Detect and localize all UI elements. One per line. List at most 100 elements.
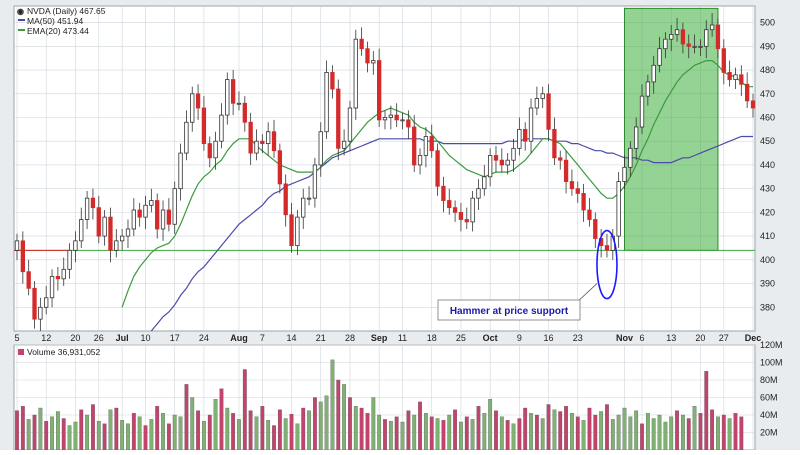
candle-body: [225, 79, 230, 116]
candle-body: [90, 197, 96, 209]
volume-bar: [266, 420, 271, 451]
volume-bar: [318, 401, 323, 451]
candle-body: [487, 155, 493, 178]
candle-body: [79, 219, 84, 242]
price-y-axis: 380 390 400 410 420 430 440 450 460 470 480 490 500: [760, 18, 775, 313]
x-tick-label: Aug: [230, 333, 248, 343]
volume-bar: [137, 416, 142, 451]
volume-bar: [85, 414, 89, 451]
candle-body: [593, 219, 598, 239]
candle-body: [464, 219, 469, 223]
volume-bar: [131, 413, 136, 451]
volume-bar: [698, 413, 703, 451]
candle-body: [137, 209, 142, 218]
candle-body: [277, 150, 283, 185]
ma50-line: [150, 135, 753, 332]
candle-body: [160, 209, 166, 230]
volume-bar: [499, 416, 504, 451]
volume-bar: [599, 411, 604, 451]
candle-body: [353, 38, 358, 109]
ema20-line: [121, 60, 753, 308]
volume-bar: [418, 401, 422, 451]
volume-tick-label: 100M: [760, 358, 783, 368]
volume-bar: [570, 413, 574, 451]
volume-bar: [178, 416, 183, 451]
volume-swatch: [18, 349, 24, 355]
candle-body: [108, 216, 113, 251]
volume-bar: [383, 419, 387, 451]
volume-bar: [161, 413, 165, 451]
candle-body: [680, 29, 686, 45]
candle-body: [230, 79, 236, 104]
ma50-swatch: [18, 19, 25, 21]
candle-body: [692, 45, 697, 48]
candle-body: [674, 29, 680, 35]
volume-bar: [704, 371, 709, 451]
x-tick-label: 23: [573, 333, 583, 343]
x-tick-label: 26: [94, 333, 104, 343]
x-tick-label: 24: [199, 333, 209, 343]
y-tick-label: 470: [760, 89, 775, 99]
candle-body: [622, 166, 627, 182]
volume-bar: [575, 416, 580, 451]
candle-body: [511, 147, 516, 161]
candle-body: [452, 207, 458, 213]
y-tick-label: 380: [760, 302, 775, 312]
volume-bar: [663, 421, 668, 451]
volume-bar: [242, 369, 247, 451]
candle-body: [704, 29, 709, 47]
volume-bar: [523, 407, 528, 451]
volume-bar: [260, 406, 265, 451]
chart-title-icon: ◉: [17, 7, 24, 16]
candle-body: [552, 128, 557, 159]
candle-body: [330, 72, 335, 90]
candle-body: [733, 74, 738, 80]
volume-bar: [295, 423, 300, 451]
volume-bar: [605, 404, 609, 451]
volume-bar: [494, 410, 498, 451]
volume-bar: [32, 414, 37, 451]
volume-bar: [546, 404, 551, 451]
volume-bar: [277, 409, 282, 451]
x-tick-label: 25: [456, 333, 466, 343]
legend-ema20: EMA(20) 473.44: [27, 26, 89, 36]
candle-body: [266, 131, 271, 144]
candle-body: [242, 102, 247, 123]
x-tick-label: 28: [345, 333, 355, 343]
candle-body: [604, 245, 610, 251]
volume-bar: [581, 420, 586, 451]
x-tick-label: 13: [666, 333, 676, 343]
volume-bar: [213, 399, 218, 451]
volume-bar: [143, 425, 148, 451]
volume-bar: [587, 407, 592, 451]
volume-bar: [348, 397, 352, 451]
candle-body: [114, 240, 119, 251]
candle-body: [166, 209, 172, 225]
candle-body: [745, 83, 750, 102]
volume-bar: [330, 359, 335, 451]
x-tick-label: 12: [41, 333, 51, 343]
volume-bar: [488, 399, 493, 451]
volume-bar: [675, 410, 679, 451]
candle-body: [306, 197, 312, 200]
volume-bar: [301, 407, 306, 451]
volume-bar: [225, 407, 230, 451]
candle-body: [283, 183, 288, 216]
candle-body: [359, 38, 364, 50]
volume-bar: [716, 416, 720, 451]
y-tick-label: 390: [760, 279, 775, 289]
candle-body: [347, 107, 353, 142]
volume-bar: [149, 419, 154, 451]
volume-grid: [14, 344, 755, 450]
x-tick-label: 10: [141, 333, 151, 343]
volume-bar: [447, 414, 452, 451]
volume-bar: [681, 414, 685, 451]
candle-body: [318, 131, 323, 166]
callout-box: [437, 299, 581, 321]
candle-body: [581, 193, 586, 211]
volume-tick-label: 80M: [760, 375, 778, 385]
chart-title: NVDA (Daily) 467.65: [27, 6, 106, 16]
moving-average-lines: [121, 60, 753, 332]
y-tick-label: 420: [760, 207, 775, 217]
x-tick-label: 9: [517, 333, 522, 343]
